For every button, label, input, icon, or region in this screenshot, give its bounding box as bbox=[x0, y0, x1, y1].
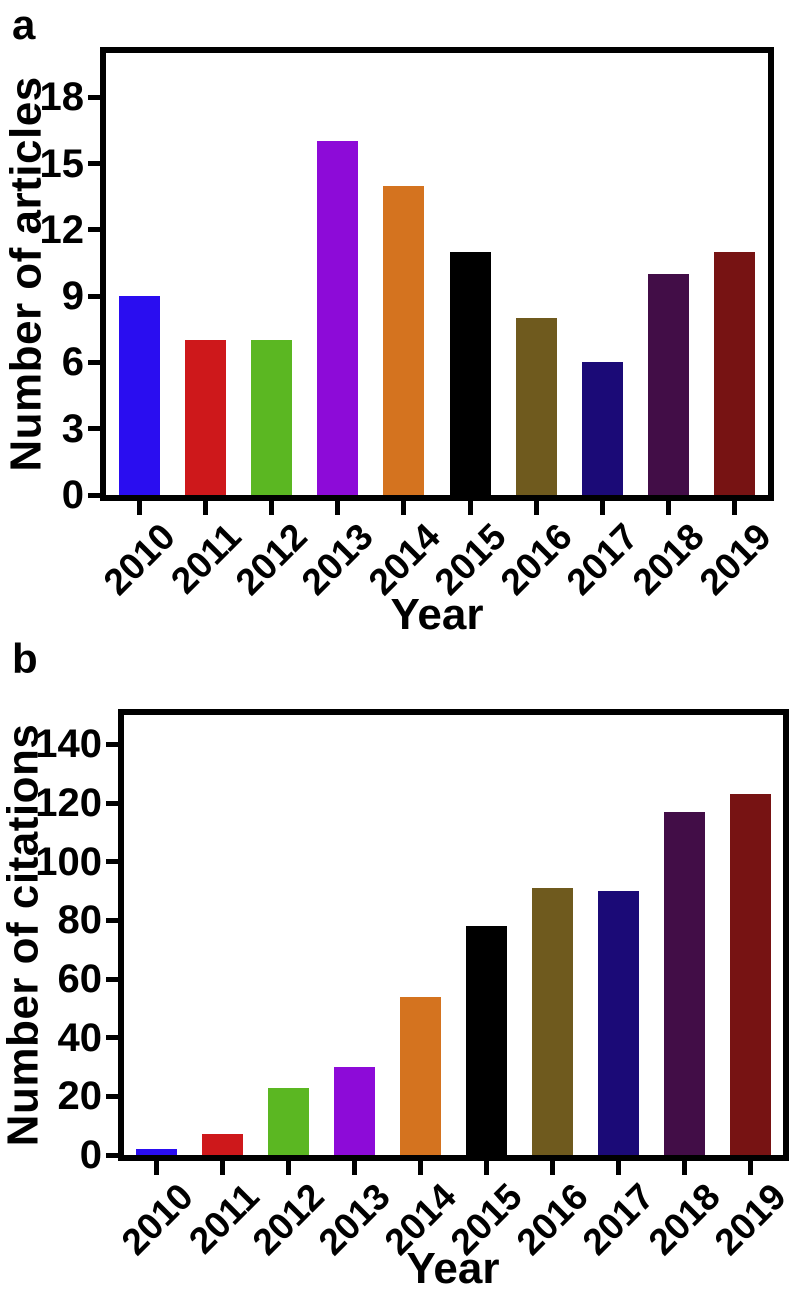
panel-a-bar-2017 bbox=[582, 362, 623, 495]
panel-b-plot-area bbox=[118, 709, 789, 1161]
panel-a-bar-2010 bbox=[118, 296, 160, 495]
panel-a-bar-2015 bbox=[449, 251, 491, 495]
panel-b-y-tick-40 bbox=[106, 1035, 118, 1041]
panel-b-x-tick-label-2012: 2012 bbox=[245, 1175, 333, 1263]
panel-b-x-tick-2015 bbox=[483, 1161, 489, 1175]
panel-a-x-tick-2016 bbox=[533, 501, 539, 515]
panel-a-y-tick-label-18: 18 bbox=[39, 75, 85, 120]
panel-b-x-axis-title: Year bbox=[406, 1244, 500, 1293]
panel-a-label: a bbox=[12, 1, 36, 48]
panel-a-x-tick-2013 bbox=[335, 501, 341, 515]
panel-b-bar-2017 bbox=[597, 891, 639, 1155]
panel-b-y-tick-0 bbox=[106, 1152, 118, 1158]
panel-b-bar-2019 bbox=[729, 794, 771, 1155]
panel-b-bar-2015 bbox=[465, 926, 507, 1155]
panel-a-plot-area bbox=[100, 47, 774, 501]
panel-a-x-tick-2014 bbox=[401, 501, 407, 515]
panel-b-y-tick-140 bbox=[106, 741, 118, 747]
panel-a-y-tick-label-12: 12 bbox=[39, 207, 85, 252]
panel-b-y-tick-60 bbox=[106, 976, 118, 982]
panel-b-x-tick-label-2011: 2011 bbox=[180, 1175, 267, 1262]
panel-a-x-tick-2017 bbox=[600, 501, 605, 515]
panel-b-x-tick-label-2013: 2013 bbox=[311, 1175, 399, 1263]
panel-a-bar-2014 bbox=[383, 185, 425, 495]
panel-a-x-tick-label-2019: 2019 bbox=[691, 515, 779, 603]
panel-a-y-tick-15 bbox=[88, 161, 100, 166]
panel-b-y-tick-80 bbox=[106, 917, 118, 923]
panel-b-y-tick-label-100: 100 bbox=[35, 839, 102, 884]
panel-b-bar-2010 bbox=[136, 1149, 178, 1155]
panel-b-bar-2018 bbox=[663, 811, 705, 1155]
panel-a-bar-2013 bbox=[317, 141, 359, 495]
panel-b-x-tick-label-2019: 2019 bbox=[706, 1175, 791, 1263]
panel-b-x-tick-2010 bbox=[154, 1161, 160, 1175]
panel-a-x-tick-2019 bbox=[732, 501, 738, 515]
panel-b-x-tick-2011 bbox=[220, 1161, 226, 1175]
panel-a-bar-2018 bbox=[648, 274, 690, 495]
panel-a-x-tick-2011 bbox=[202, 501, 208, 515]
panel-a-x-tick-label-2017: 2017 bbox=[558, 515, 647, 603]
panel-a-y-tick-3 bbox=[88, 426, 100, 432]
panel-b-y-tick-label-40: 40 bbox=[57, 1015, 103, 1060]
panel-b-bar-2012 bbox=[268, 1087, 310, 1155]
panel-b-x-tick-label-2018: 2018 bbox=[640, 1175, 728, 1263]
panel-a-x-tick-2010 bbox=[136, 501, 142, 515]
panel-b-bar-2016 bbox=[531, 888, 573, 1155]
panel-b-x-tick-2012 bbox=[286, 1161, 292, 1175]
panel-b-x-tick-2019 bbox=[747, 1161, 753, 1175]
panel-a-y-tick-label-0: 0 bbox=[61, 473, 84, 517]
panel-a-x-tick-label-2018: 2018 bbox=[625, 515, 713, 603]
panel-a-y-tick-0 bbox=[88, 492, 100, 498]
panel-b-x-tick-2018 bbox=[681, 1161, 687, 1175]
panel-a-y-tick-9 bbox=[88, 293, 100, 299]
panel-b-y-tick-label-80: 80 bbox=[57, 898, 103, 943]
panel-a-y-tick-label-3: 3 bbox=[61, 406, 84, 451]
panel-a-x-axis-title: Year bbox=[390, 590, 484, 639]
panel-a-x-tick-2018 bbox=[666, 501, 672, 515]
panel-b-x-tick-label-2017: 2017 bbox=[574, 1175, 662, 1263]
panel-b-x-tick-label-2010: 2010 bbox=[113, 1175, 201, 1263]
panel-b-x-tick-2014 bbox=[418, 1161, 424, 1175]
panel-a-bar-2016 bbox=[515, 318, 557, 495]
panel-a-bar-2011 bbox=[184, 340, 226, 495]
panel-b-x-tick-2016 bbox=[549, 1161, 555, 1175]
panel-b-bar-2013 bbox=[334, 1067, 376, 1155]
panel-a-x-tick-label-2012: 2012 bbox=[227, 515, 316, 603]
panel-b-x-tick-2017 bbox=[615, 1161, 621, 1175]
panel-b-y-tick-label-120: 120 bbox=[35, 781, 102, 825]
panel-a-y-tick-6 bbox=[88, 359, 100, 365]
panel-b-x-tick-label-2016: 2016 bbox=[508, 1175, 596, 1263]
panel-b-y-tick-label-0: 0 bbox=[79, 1133, 102, 1177]
panel-b-y-tick-20 bbox=[106, 1093, 118, 1099]
panel-b-bar-2011 bbox=[202, 1134, 244, 1155]
panel-a-y-tick-label-9: 9 bbox=[61, 274, 84, 319]
panel-b-y-tick-label-20: 20 bbox=[57, 1074, 103, 1119]
panel-a-x-tick-2015 bbox=[467, 501, 473, 515]
panel-a-bar-2012 bbox=[251, 340, 292, 495]
panel-b-label: b bbox=[12, 635, 38, 682]
panel-b-y-tick-label-60: 60 bbox=[57, 957, 103, 1001]
panel-a-bar-2019 bbox=[714, 251, 756, 495]
panel-a-y-tick-18 bbox=[88, 94, 100, 100]
panel-a-x-tick-label-2016: 2016 bbox=[492, 515, 580, 603]
panel-a-x-tick-2012 bbox=[269, 501, 274, 515]
panel-b-y-tick-120 bbox=[106, 800, 118, 806]
panel-a-y-tick-12 bbox=[88, 227, 100, 233]
panel-b-y-tick-label-140: 140 bbox=[35, 722, 102, 767]
panel-a-x-tick-label-2010: 2010 bbox=[95, 515, 183, 603]
panel-a-y-tick-label-15: 15 bbox=[39, 141, 85, 186]
panel-a-x-tick-label-2013: 2013 bbox=[294, 515, 382, 603]
panel-b-y-tick-100 bbox=[106, 859, 118, 865]
panel-b-bar-2014 bbox=[400, 996, 442, 1155]
panel-a-x-tick-label-2011: 2011 bbox=[163, 515, 249, 602]
panel-a-y-tick-label-6: 6 bbox=[61, 340, 84, 385]
panel-b-x-tick-2013 bbox=[352, 1161, 358, 1175]
